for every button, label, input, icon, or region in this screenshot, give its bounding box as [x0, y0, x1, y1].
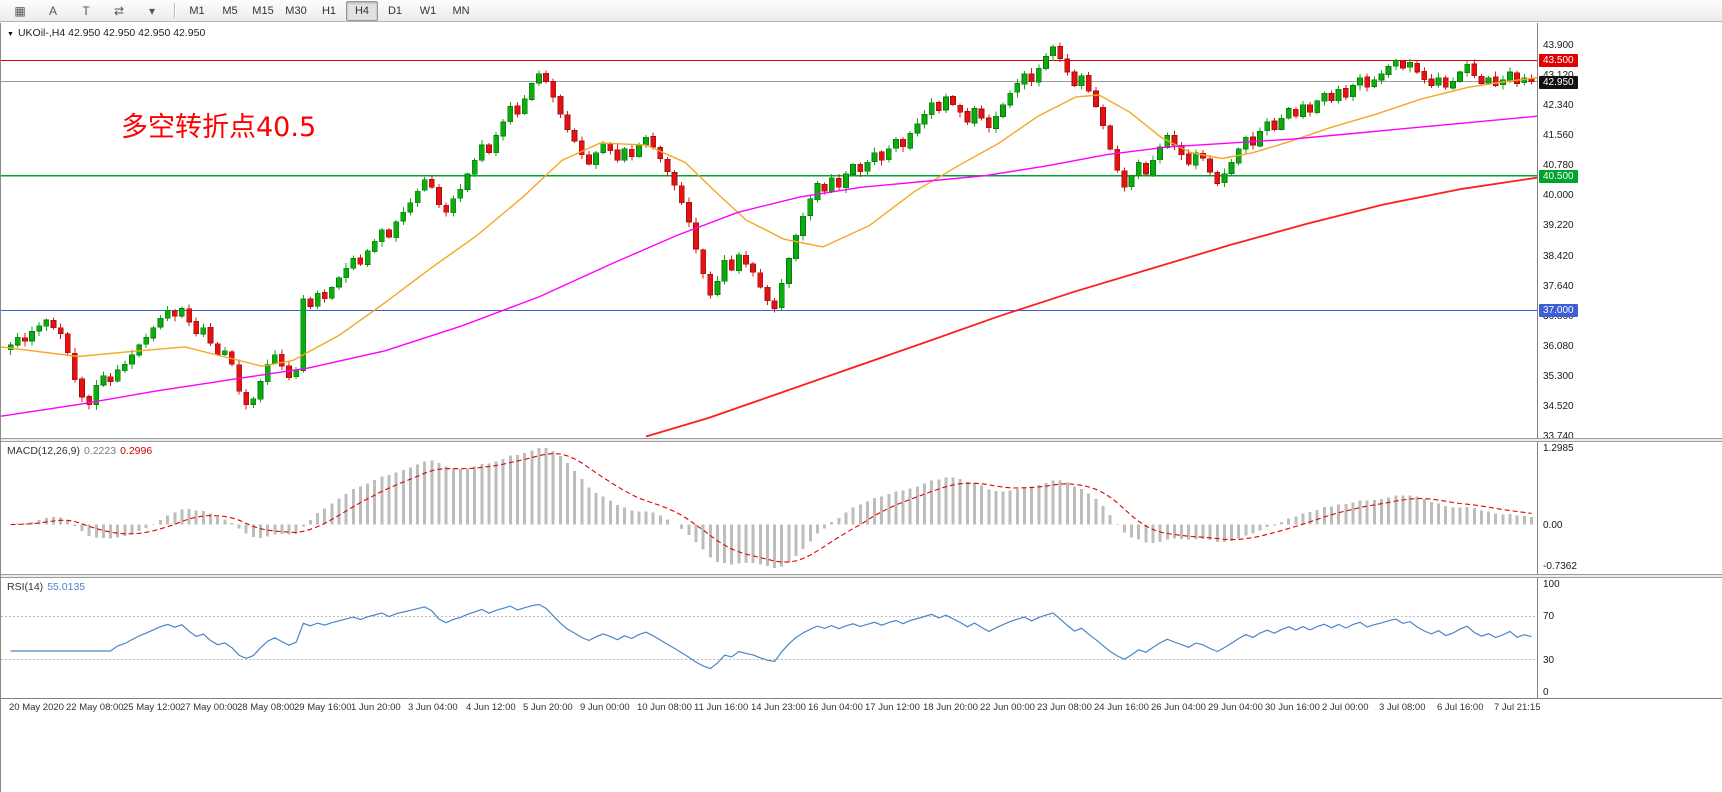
rsi-axis-label: 0 — [1543, 687, 1549, 698]
ma-mid — [1, 115, 1537, 417]
timeframe-button-m5[interactable]: M5 — [222, 4, 238, 17]
timeframe-button-m30[interactable]: M30 — [285, 4, 307, 17]
timeframe-button-w1[interactable]: W1 — [419, 4, 437, 17]
macd-signal-line — [10, 452, 1532, 563]
rsi-axis-label: 100 — [1543, 579, 1560, 590]
chart-header: ▼ UKOil-,H4 42.950 42.950 42.950 42.950 — [7, 27, 205, 39]
price-tick-label: 37.640 — [1543, 281, 1574, 292]
macd-signal-value: 0.2996 — [120, 445, 153, 457]
timeframe-button-mn[interactable]: MN — [452, 4, 470, 17]
time-label: 25 May 12:00 — [123, 702, 181, 713]
price-tick-label: 43.900 — [1543, 40, 1574, 51]
time-axis[interactable]: 20 May 2020 22 May 08:00 25 May 12:00 27 Ma… — [1, 698, 1722, 716]
macd-axis-label: 1.2985 — [1543, 443, 1574, 454]
price-tick-label: 38.420 — [1543, 251, 1574, 262]
macd-value: 0.2223 — [83, 445, 117, 457]
chart-window: ▼ UKOil-,H4 42.950 42.950 42.950 42.950 多… — [0, 23, 1722, 792]
macd-name: MACD(12,26,9) — [7, 445, 80, 457]
rsi-chart[interactable] — [1, 578, 1537, 698]
price-chart[interactable] — [1, 23, 1537, 438]
time-label: 18 Jun 20:00 — [923, 702, 978, 713]
time-label: 29 May 16:00 — [294, 702, 352, 713]
price-tick-label: 40.780 — [1543, 160, 1574, 171]
rsi-pane: RSI(14) 55.0135 100 70 30 0 — [1, 578, 1722, 698]
timeframe-toolbar: M1 M5 M15 M30 H1 H4 D1 W1 MN — [181, 0, 477, 21]
rsi-name: RSI(14) — [7, 581, 44, 593]
cursor-tool[interactable]: A — [48, 3, 57, 18]
chart-header-text: UKOil-,H4 42.950 42.950 42.950 42.950 — [17, 27, 206, 39]
ma-fast — [1, 77, 1537, 367]
price-tick-label: 43.120 — [1543, 70, 1574, 81]
toolbar-separator — [174, 3, 175, 18]
chart-annotation: 多空转折点40.5 — [121, 112, 317, 143]
macd-chart[interactable] — [1, 442, 1537, 574]
macd-axis-label: -0.7362 — [1543, 561, 1577, 572]
price-tick-label: 42.340 — [1543, 100, 1574, 111]
pane-separator[interactable] — [1, 574, 1722, 578]
ma-slow — [645, 176, 1537, 438]
rsi-scale[interactable]: 100 70 30 0 — [1537, 578, 1722, 698]
price-scale[interactable]: 43.900 43.120 42.340 41.560 40.780 40.000 39.2… — [1537, 23, 1722, 442]
time-label: 28 May 08:00 — [237, 702, 295, 713]
time-label: 10 Jun 08:00 — [637, 702, 692, 713]
pane-separator[interactable] — [1, 438, 1722, 442]
rsi-label: RSI(14) 55.0135 — [7, 581, 85, 593]
time-label: 27 May 00:00 — [180, 702, 238, 713]
timeframe-button-m15[interactable]: M15 — [252, 4, 274, 17]
price-tick-label: 33.740 — [1543, 431, 1574, 442]
resistance-line-badge: 43.500 — [1539, 54, 1578, 67]
current-price-line-badge: 42.950 — [1539, 76, 1578, 89]
time-label: 14 Jun 23:00 — [751, 702, 806, 713]
timeframe-button-m1[interactable]: M1 — [189, 4, 205, 17]
time-label: 24 Jun 16:00 — [1094, 702, 1149, 713]
windows-icon[interactable]: ▦ — [14, 3, 26, 18]
pivot-line-badge: 40.500 — [1539, 170, 1578, 183]
time-label: 20 May 2020 — [9, 702, 64, 713]
time-label: 7 Jul 21:15 — [1494, 702, 1541, 713]
dropdown-caret-icon[interactable]: ▾ — [148, 3, 156, 18]
time-label: 5 Jun 20:00 — [523, 702, 573, 713]
rsi-value: 55.0135 — [47, 581, 86, 593]
time-label: 6 Jul 16:00 — [1437, 702, 1484, 713]
time-label: 4 Jun 12:00 — [466, 702, 516, 713]
symbols-menu-icon[interactable]: ⇄ — [113, 3, 125, 18]
time-label: 17 Jun 12:00 — [865, 702, 920, 713]
rsi-axis-label: 30 — [1543, 655, 1555, 666]
collapse-caret-icon[interactable]: ▼ — [7, 31, 14, 38]
price-tick-label: 34.520 — [1543, 401, 1574, 412]
macd-scale[interactable]: 1.2985 0.00 -0.7362 — [1537, 442, 1722, 574]
time-label: 11 Jun 16:00 — [694, 702, 749, 713]
timeframe-button-h4[interactable]: H4 — [346, 0, 378, 21]
time-label: 23 Jun 08:00 — [1037, 702, 1092, 713]
support-line-badge: 37.000 — [1539, 304, 1578, 317]
time-label: 22 May 08:00 — [66, 702, 124, 713]
time-label: 29 Jun 04:00 — [1208, 702, 1263, 713]
price-tick-label: 41.560 — [1543, 130, 1574, 141]
text-tool[interactable]: T — [82, 3, 90, 18]
price-tick-label: 36.080 — [1543, 341, 1574, 352]
toolbar: ▦ A T ⇄ ▾ M1 M5 M15 M30 H1 H4 D1 W1 MN — [0, 0, 1722, 22]
price-tick-label: 39.220 — [1543, 220, 1574, 231]
price-tick-label: 35.300 — [1543, 371, 1574, 382]
time-label: 9 Jun 00:00 — [580, 702, 630, 713]
time-label: 22 Jun 00:00 — [980, 702, 1035, 713]
time-label: 30 Jun 16:00 — [1265, 702, 1320, 713]
macd-axis-label: 0.00 — [1543, 520, 1563, 531]
macd-pane: MACD(12,26,9) 0.2223 0.2996 1.2985 0.00 -0.7… — [1, 442, 1722, 574]
toolbar-left-icons: ▦ A T ⇄ ▾ — [4, 1, 168, 21]
time-label: 2 Jul 00:00 — [1322, 702, 1369, 713]
time-label: 26 Jun 04:00 — [1151, 702, 1206, 713]
timeframe-button-d1[interactable]: D1 — [387, 4, 403, 17]
price-pane: ▼ UKOil-,H4 42.950 42.950 42.950 42.950 多… — [1, 23, 1722, 442]
time-label: 16 Jun 04:00 — [808, 702, 863, 713]
rsi-axis-label: 70 — [1543, 611, 1555, 622]
rsi-line — [10, 603, 1532, 670]
macd-label: MACD(12,26,9) 0.2223 0.2996 — [7, 445, 152, 457]
price-tick-label: 40.000 — [1543, 190, 1574, 201]
time-label: 3 Jun 04:00 — [408, 702, 458, 713]
timeframe-button-h1[interactable]: H1 — [321, 4, 337, 17]
time-label: 3 Jul 08:00 — [1379, 702, 1426, 713]
time-label: 1 Jun 20:00 — [351, 702, 401, 713]
